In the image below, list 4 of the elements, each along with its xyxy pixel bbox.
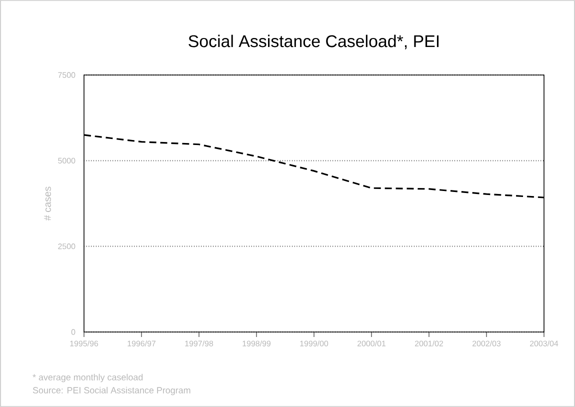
chart-title: Social Assistance Caseload*, PEI xyxy=(188,34,439,50)
source-note: Source: PEI Social Assistance Program xyxy=(32,386,190,396)
text: * average monthly caseload xyxy=(32,374,143,382)
y-axis-title: # cases xyxy=(44,186,51,221)
